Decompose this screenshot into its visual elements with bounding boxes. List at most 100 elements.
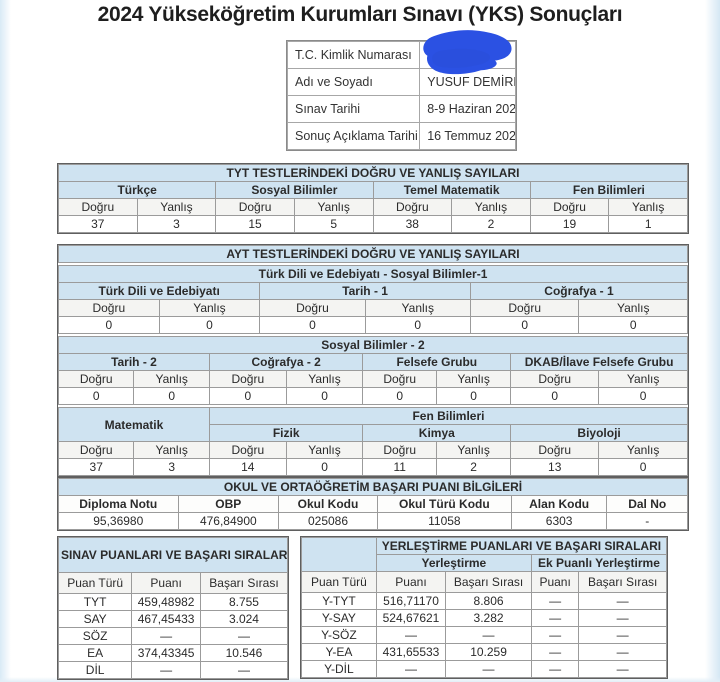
basari-sirasi: — <box>199 627 289 645</box>
dogru-label: Doğru <box>57 370 135 388</box>
puan-turu: Y-TYT <box>301 592 377 610</box>
ayt-s3-subject: Kimya <box>362 424 512 442</box>
tyt-subject-matematik: Temel Matematik <box>372 181 531 199</box>
yerlestirme-title: YERLEŞTİRME PUANLARI VE BAŞARI SIRALARI <box>375 537 668 555</box>
dogru-label: Doğru <box>58 198 138 216</box>
dogru-label: Doğru <box>510 441 600 459</box>
yanlis-label: Yanlış <box>136 198 217 216</box>
okul-value: 11058 <box>376 512 512 530</box>
dogru-label: Doğru <box>259 299 366 317</box>
yanlis-label: Yanlış <box>451 198 531 216</box>
ayt-s2-title: Sosyal Bilimler - 2 <box>58 336 688 354</box>
okul-header-diploma: Diploma Notu <box>58 495 179 513</box>
sinav-row: SÖZ — — <box>57 627 289 645</box>
yanlis-label: Yanlış <box>578 299 688 317</box>
yanlis-label: Yanlış <box>598 441 688 459</box>
yanlis-label: Yanlış <box>364 299 471 317</box>
ayt-s2-subject: Coğrafya - 2 <box>208 353 364 371</box>
basari-sirasi: 8.806 <box>445 592 532 610</box>
tyt-value: 1 <box>608 215 688 233</box>
okul-value: - <box>606 512 688 530</box>
ayt-value: 37 <box>57 458 135 476</box>
page-edge-tint-bottom <box>0 677 720 682</box>
yerlestirme-row: Y-DİL — — — — <box>301 660 667 678</box>
yer-col-ek-puani: Puanı <box>530 571 580 593</box>
page-edge-tint-right <box>705 0 720 682</box>
ayt-title: AYT TESTLERİNDEKİ DOĞRU VE YANLIŞ SAYILA… <box>58 245 688 263</box>
puan-turu: Y-EA <box>301 643 377 661</box>
ek-basari-sirasi: — <box>578 609 667 627</box>
ayt-s1-subject: Tarih - 1 <box>259 282 471 300</box>
ayt-section-matematik-fen: Matematik Fen Bilimleri Fizik Kimya Biyo… <box>57 407 689 476</box>
ayt-s3-fen-header: Fen Bilimleri <box>208 407 689 425</box>
tyt-value: 38 <box>372 215 453 233</box>
sinav-puanlari-table: SINAV PUANLARI VE BAŞARI SIRALARI Puan T… <box>57 536 289 680</box>
puan: — <box>375 660 447 678</box>
ek-puan: — <box>530 660 580 678</box>
info-value-result-date: 16 Temmuz 2024 <box>419 122 516 150</box>
puan: 516,71170 <box>375 592 447 610</box>
ayt-value: 0 <box>58 316 160 334</box>
ayt-s3-subject: Fizik <box>208 424 364 442</box>
ayt-value: 0 <box>362 387 437 405</box>
ayt-section-sosyal2: Sosyal Bilimler - 2 Tarih - 2 Coğrafya -… <box>57 336 688 405</box>
sinav-row: DİL — — <box>57 661 289 679</box>
puan-turu: Y-SÖZ <box>301 626 377 644</box>
yanlis-label: Yanlış <box>293 198 374 216</box>
ayt-value: 0 <box>469 316 580 334</box>
basari-sirasi: 3.282 <box>445 609 532 627</box>
tyt-value: 3 <box>136 215 217 233</box>
yanlis-label: Yanlış <box>608 198 688 216</box>
sinav-row: TYT 459,48982 8.755 <box>57 593 289 611</box>
dogru-label: Doğru <box>529 198 610 216</box>
puan: 524,67621 <box>375 609 447 627</box>
puan: — <box>131 627 201 645</box>
page-edge-tint-left <box>0 0 11 682</box>
sinav-col-puan-turu: Puan Türü <box>57 572 133 594</box>
ayt-value: 0 <box>285 387 364 405</box>
okul-header-okul-turu: Okul Türü Kodu <box>376 495 512 513</box>
sinav-row: SAY 467,45433 3.024 <box>57 610 289 628</box>
ayt-value: 0 <box>133 387 210 405</box>
puan-turu: DİL <box>57 661 133 679</box>
dogru-label: Doğru <box>510 370 600 388</box>
dogru-label: Doğru <box>362 370 437 388</box>
ayt-value: 0 <box>598 387 688 405</box>
info-label-name: Adı ve Soyadı <box>286 68 421 96</box>
basari-sirasi: 8.755 <box>199 593 289 611</box>
yanlis-label: Yanlış <box>598 370 688 388</box>
ayt-value: 0 <box>208 387 287 405</box>
okul-header-dal-no: Dal No <box>606 495 688 513</box>
yerlestirme-row: Y-EA 431,65533 10.259 — — <box>301 643 667 661</box>
yanlis-label: Yanlış <box>435 441 512 459</box>
okul-header-okul-kodu: Okul Kodu <box>278 495 378 513</box>
ayt-value: 0 <box>435 387 512 405</box>
ayt-s2-subject: Tarih - 2 <box>58 353 210 371</box>
yanlis-label: Yanlış <box>158 299 261 317</box>
tyt-subject-turkce: Türkçe <box>57 181 217 199</box>
okul-header-obp: OBP <box>177 495 280 513</box>
puan: — <box>375 626 447 644</box>
yanlis-label: Yanlış <box>285 441 364 459</box>
ayt-table: AYT TESTLERİNDEKİ DOĞRU VE YANLIŞ SAYILA… <box>57 244 689 477</box>
puan: 467,45433 <box>131 610 201 628</box>
puan-turu: TYT <box>57 593 133 611</box>
ek-puan: — <box>530 643 580 661</box>
ayt-value: 0 <box>364 316 471 334</box>
info-row: Sınav Tarihi 8-9 Haziran 2024 <box>286 95 516 123</box>
puan: — <box>131 661 201 679</box>
okul-title: OKUL VE ORTAÖĞRETİM BAŞARI PUANI BİLGİLE… <box>58 478 688 496</box>
puan-turu: EA <box>57 644 133 662</box>
ek-puan: — <box>530 626 580 644</box>
ayt-value: 0 <box>510 387 600 405</box>
tyt-subject-sosyal: Sosyal Bilimler <box>215 181 374 199</box>
ayt-s2-subject: DKAB/İlave Felsefe Grubu <box>510 353 688 371</box>
page-title: 2024 Yükseköğretim Kurumları Sınavı (YKS… <box>97 3 623 26</box>
tyt-value: 2 <box>451 215 531 233</box>
basari-sirasi: 10.259 <box>445 643 532 661</box>
ek-puan: — <box>530 592 580 610</box>
yer-col-basari: Başarı Sırası <box>445 571 532 593</box>
okul-value: 6303 <box>510 512 608 530</box>
ayt-value: 0 <box>57 387 135 405</box>
dogru-label: Doğru <box>208 370 287 388</box>
